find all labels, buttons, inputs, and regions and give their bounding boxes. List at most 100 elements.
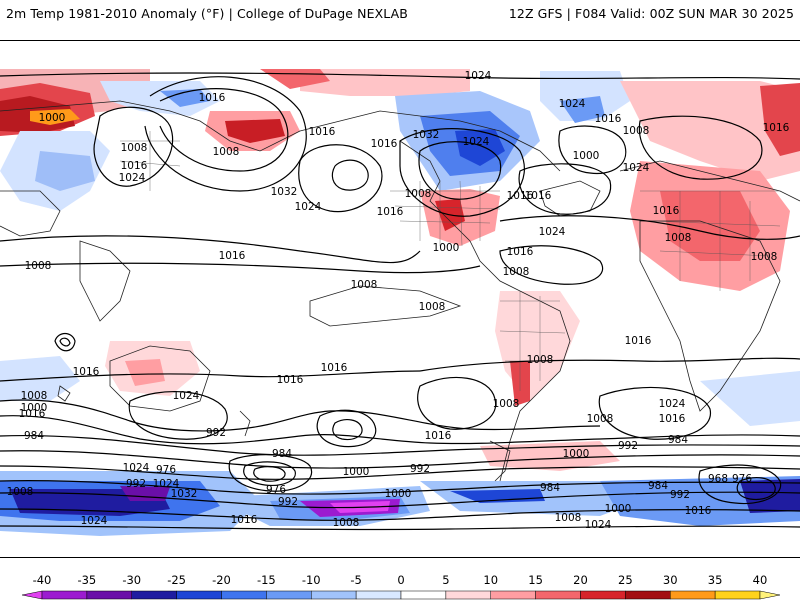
colorbar-svg: -40 -35 -30 -25 -20 -15 -10 -5 0 5 10 15 20 25 30 35 40 <box>21 573 781 600</box>
isobar-label: 976 <box>732 473 752 485</box>
isobar-label: 968 <box>708 473 728 485</box>
isobar-label: 1016 <box>653 205 680 217</box>
isobar-label: 1016 <box>685 505 712 517</box>
isobar-label: 1024 <box>659 398 686 410</box>
colorbar-tick-label: -20 <box>212 573 231 587</box>
colorbar-tick-label: 30 <box>663 573 678 587</box>
isobar-label: 1000 <box>605 503 632 515</box>
isobar-label: 1016 <box>595 113 622 125</box>
isobar-label: 1016 <box>371 138 398 150</box>
isobar-label: 984 <box>540 482 560 494</box>
isobar-label: 1016 <box>507 190 534 202</box>
isobar-label: 1008 <box>333 517 360 529</box>
colorbar-swatch <box>311 590 357 600</box>
isobar-label: 1032 <box>171 488 198 500</box>
colorbar-tick-label: 35 <box>708 573 723 587</box>
isobar-label: 1000 <box>39 112 66 124</box>
colorbar-tick-label: 25 <box>618 573 633 587</box>
isobar-label: 1016 <box>309 126 336 138</box>
isobar-label: 976 <box>266 484 286 496</box>
isobar-label: 992 <box>670 489 690 501</box>
colorbar-swatch <box>266 590 312 600</box>
colorbar-tick-label: 5 <box>442 573 449 587</box>
colorbar-tick-label: 15 <box>528 573 543 587</box>
colorbar-swatch <box>221 590 267 600</box>
isobar-label: 1016 <box>507 246 534 258</box>
colorbar-tick-label: -35 <box>77 573 96 587</box>
isobar-label: 992 <box>278 496 298 508</box>
isobar-label: 984 <box>668 434 688 446</box>
isobar-label: 1016 <box>321 362 348 374</box>
isobar-label: 992 <box>126 478 146 490</box>
isobar-label: 1008 <box>751 251 778 263</box>
isobar-labels: 1024101610001016100810161024103210241016… <box>7 70 790 531</box>
isobar-label: 1008 <box>405 188 432 200</box>
isobar-label: 1024 <box>539 226 566 238</box>
isobar-label: 1016 <box>19 408 46 420</box>
isobar-label: 1008 <box>623 125 650 137</box>
colorbar-swatch <box>400 590 447 600</box>
chart-title: 2m Temp 1981-2010 Anomaly (°F) | College… <box>6 6 408 21</box>
model-run-label: 12Z GFS | F084 Valid: 00Z SUN MAR 30 202… <box>508 6 794 21</box>
isobar-label: 1016 <box>73 366 100 378</box>
isobar-label: 1000 <box>433 242 460 254</box>
colorbar-swatch <box>445 590 491 600</box>
isobar-label: 1008 <box>419 301 446 313</box>
colorbar-swatch <box>176 590 222 600</box>
colorbar-swatch <box>131 590 177 600</box>
colorbar-tick-label: 10 <box>483 573 498 587</box>
colorbar-swatch <box>21 590 43 600</box>
isobar-label: 1008 <box>121 142 148 154</box>
isobar-label: 992 <box>618 440 638 452</box>
isobar-label: 1008 <box>213 146 240 158</box>
colorbar-tick-label: -5 <box>350 573 361 587</box>
isobar-label: 1000 <box>563 448 590 460</box>
isobar-label: 1008 <box>21 390 48 402</box>
coastlines <box>0 100 800 482</box>
colorbar-swatch <box>580 590 626 600</box>
colorbar-tick-label: -25 <box>167 573 186 587</box>
colorbar-swatch <box>86 590 132 600</box>
isobar-label: 1008 <box>587 413 614 425</box>
isobar-label: 976 <box>156 464 176 476</box>
colorbar-swatch <box>670 590 716 600</box>
isobar-label: 1032 <box>271 186 298 198</box>
colorbar-tick-label: -30 <box>122 573 141 587</box>
isobar-label: 1008 <box>25 260 52 272</box>
isobar-label: 1016 <box>763 122 790 134</box>
colorbar-swatch <box>759 590 781 600</box>
colorbar-swatch <box>714 590 761 600</box>
isobar-label: 1016 <box>199 92 226 104</box>
isobar-label: 1016 <box>121 160 148 172</box>
isobar-label: 1024 <box>173 390 200 402</box>
colorbar-tick-label: 0 <box>397 573 404 587</box>
colorbar-swatch <box>625 590 671 600</box>
isobar-label: 1000 <box>21 402 48 414</box>
isobar-label: 1008 <box>493 398 520 410</box>
isobar-label: 1024 <box>119 172 146 184</box>
isobar-label: 984 <box>24 430 44 442</box>
isobar-label: 1000 <box>343 466 370 478</box>
colorbar-swatch <box>41 590 88 600</box>
isobar-label: 1024 <box>623 162 650 174</box>
isobar-label: 1016 <box>625 335 652 347</box>
colorbar-tick-label: -15 <box>257 573 276 587</box>
isobar-label: 1000 <box>573 150 600 162</box>
colorbar-swatch <box>490 590 536 600</box>
isobar-label: 1008 <box>555 512 582 524</box>
isobar-label: 1024 <box>295 201 322 213</box>
isobar-label: 1024 <box>123 462 150 474</box>
isobar-label: 1024 <box>463 136 490 148</box>
isobar-label: 984 <box>648 480 668 492</box>
isobar-label: 1008 <box>351 279 378 291</box>
isobar-label: 1016 <box>425 430 452 442</box>
isobar-label: 1008 <box>665 232 692 244</box>
isobar-lines <box>0 72 800 531</box>
anomaly-shading <box>0 69 800 536</box>
isobar-label: 1024 <box>559 98 586 110</box>
isobar-label: 1016 <box>377 206 404 218</box>
colorbar-tick-label: -10 <box>302 573 321 587</box>
colorbar-swatch <box>355 590 402 600</box>
anomaly-map: 1024 1016 1000 1016 1008 1016 1024 1032 1024 1016… <box>0 40 800 558</box>
isobar-label: 992 <box>410 463 430 475</box>
